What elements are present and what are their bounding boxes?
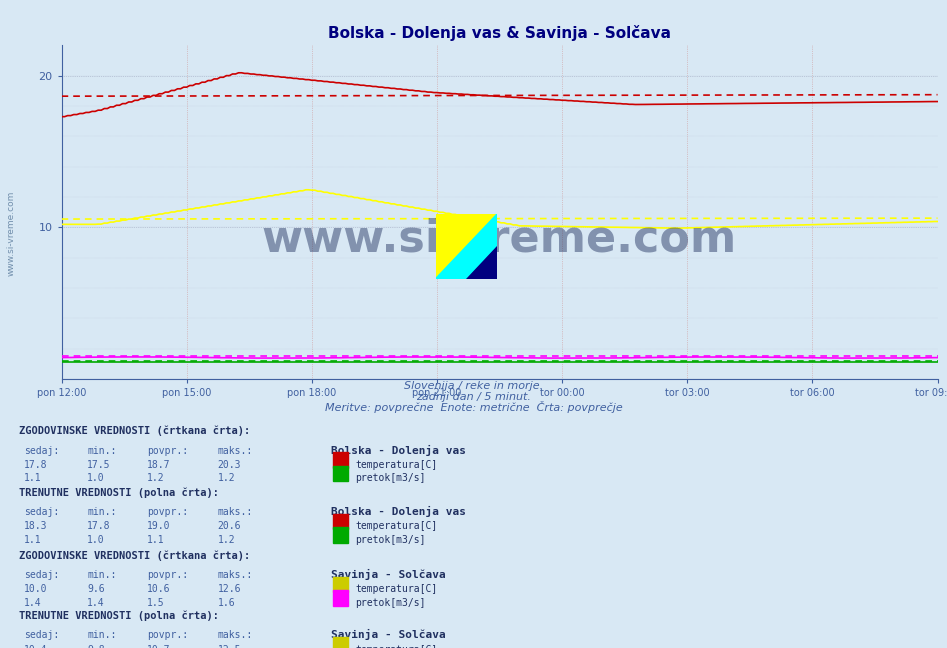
Text: 1.5: 1.5: [147, 598, 165, 608]
Text: 10.6: 10.6: [147, 584, 170, 594]
Text: 17.8: 17.8: [87, 522, 111, 531]
Text: povpr.:: povpr.:: [147, 631, 188, 640]
Text: TRENUTNE VREDNOSTI (polna črta):: TRENUTNE VREDNOSTI (polna črta):: [19, 487, 219, 498]
Text: min.:: min.:: [87, 631, 116, 640]
Text: temperatura[C]: temperatura[C]: [355, 522, 438, 531]
Text: Savinja - Solčava: Savinja - Solčava: [331, 569, 446, 580]
Polygon shape: [436, 214, 497, 279]
Text: min.:: min.:: [87, 570, 116, 580]
Text: www.si-vreme.com: www.si-vreme.com: [262, 218, 737, 260]
Text: 10.4: 10.4: [24, 645, 47, 648]
Text: sedaj:: sedaj:: [24, 446, 59, 456]
Text: Meritve: povprečne  Enote: metrične  Črta: povprečje: Meritve: povprečne Enote: metrične Črta:…: [325, 401, 622, 413]
Text: maks.:: maks.:: [218, 631, 253, 640]
Text: 1.0: 1.0: [87, 474, 105, 483]
Text: sedaj:: sedaj:: [24, 570, 59, 580]
Text: maks.:: maks.:: [218, 446, 253, 456]
Text: TRENUTNE VREDNOSTI (polna črta):: TRENUTNE VREDNOSTI (polna črta):: [19, 610, 219, 621]
Polygon shape: [466, 246, 497, 279]
Text: zadnji dan / 5 minut.: zadnji dan / 5 minut.: [416, 392, 531, 402]
Text: 12.6: 12.6: [218, 584, 241, 594]
Title: Bolska - Dolenja vas & Savinja - Solčava: Bolska - Dolenja vas & Savinja - Solčava: [328, 25, 671, 41]
Text: 18.7: 18.7: [147, 460, 170, 470]
Text: 9.6: 9.6: [87, 584, 105, 594]
Text: pretok[m3/s]: pretok[m3/s]: [355, 474, 425, 483]
Text: 1.6: 1.6: [218, 598, 236, 608]
Text: 1.1: 1.1: [147, 535, 165, 545]
Text: 18.3: 18.3: [24, 522, 47, 531]
Text: maks.:: maks.:: [218, 507, 253, 517]
Text: povpr.:: povpr.:: [147, 446, 188, 456]
Text: temperatura[C]: temperatura[C]: [355, 584, 438, 594]
Text: 1.4: 1.4: [24, 598, 42, 608]
Text: 1.1: 1.1: [24, 474, 42, 483]
Text: min.:: min.:: [87, 446, 116, 456]
Text: 1.4: 1.4: [87, 598, 105, 608]
Text: 1.1: 1.1: [24, 535, 42, 545]
Text: Bolska - Dolenja vas: Bolska - Dolenja vas: [331, 445, 467, 456]
Text: 1.2: 1.2: [147, 474, 165, 483]
Text: 1.2: 1.2: [218, 535, 236, 545]
Text: ZGODOVINSKE VREDNOSTI (črtkana črta):: ZGODOVINSKE VREDNOSTI (črtkana črta):: [19, 550, 250, 561]
Text: sedaj:: sedaj:: [24, 507, 59, 517]
Polygon shape: [436, 214, 497, 279]
Text: 17.5: 17.5: [87, 460, 111, 470]
Text: 10.7: 10.7: [147, 645, 170, 648]
Text: maks.:: maks.:: [218, 570, 253, 580]
Text: temperatura[C]: temperatura[C]: [355, 460, 438, 470]
Text: Slovenija / reke in morje.: Slovenija / reke in morje.: [404, 381, 543, 391]
Text: 20.6: 20.6: [218, 522, 241, 531]
Text: ZGODOVINSKE VREDNOSTI (črtkana črta):: ZGODOVINSKE VREDNOSTI (črtkana črta):: [19, 426, 250, 436]
Text: 20.3: 20.3: [218, 460, 241, 470]
Text: 19.0: 19.0: [147, 522, 170, 531]
Text: Bolska - Dolenja vas: Bolska - Dolenja vas: [331, 506, 467, 517]
Text: sedaj:: sedaj:: [24, 631, 59, 640]
Text: min.:: min.:: [87, 507, 116, 517]
Text: temperatura[C]: temperatura[C]: [355, 645, 438, 648]
Text: 12.5: 12.5: [218, 645, 241, 648]
Text: www.si-vreme.com: www.si-vreme.com: [7, 191, 16, 276]
Text: 17.8: 17.8: [24, 460, 47, 470]
Text: pretok[m3/s]: pretok[m3/s]: [355, 598, 425, 608]
Text: 9.8: 9.8: [87, 645, 105, 648]
Text: povpr.:: povpr.:: [147, 570, 188, 580]
Text: Savinja - Solčava: Savinja - Solčava: [331, 629, 446, 640]
Text: 10.0: 10.0: [24, 584, 47, 594]
Text: povpr.:: povpr.:: [147, 507, 188, 517]
Text: 1.2: 1.2: [218, 474, 236, 483]
Text: pretok[m3/s]: pretok[m3/s]: [355, 535, 425, 545]
Text: 1.0: 1.0: [87, 535, 105, 545]
